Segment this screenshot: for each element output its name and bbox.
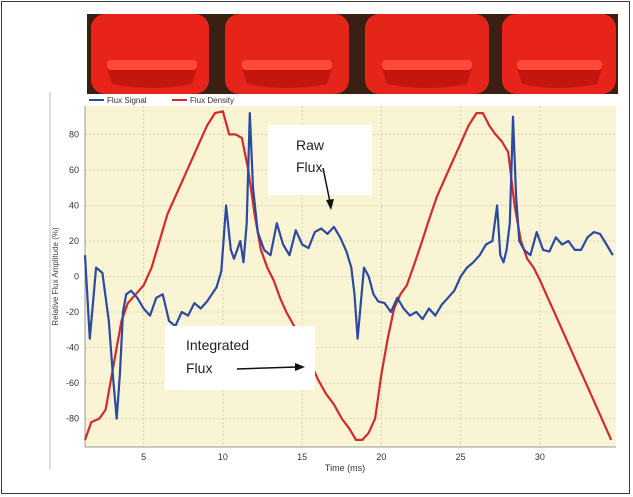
annotation-raw-line2: Flux [296,159,322,175]
y-tick-label: -20 [66,307,79,317]
series-line-flux-signal [83,111,614,420]
x-tick-label: 30 [535,452,545,462]
annotation-raw-line1: Raw [296,137,325,153]
x-axis-label: Time (ms) [325,463,365,473]
y-tick-label: 40 [69,200,79,210]
axes: 80 60 40 20 0 -20 -40 -60 -80 5 10 15 20 25 30 [49,92,616,470]
y-tick-label: -60 [66,378,79,388]
legend-label-flux-signal: Flux Signal [107,96,147,105]
y-axis-label: Relative Flux Amplitude (%) [51,227,60,326]
series-layer [83,110,614,441]
annotation-raw-flux: Raw Flux [268,125,372,210]
x-tick-label: 15 [297,452,307,462]
x-tick-label: 10 [218,452,228,462]
legend-label-flux-density: Flux Density [190,96,234,105]
y-tick-label: 0 [74,272,79,282]
annotation-integrated-line2: Flux [186,360,212,376]
x-tick-label: 5 [141,452,146,462]
y-tick-label: 80 [69,129,79,139]
y-tick-label: -40 [66,343,79,353]
annotation-integrated-arrow [236,366,298,370]
x-tick-label: 20 [376,452,386,462]
y-tick-label: 20 [69,236,79,246]
annotation-raw-box [268,125,372,195]
annotation-raw-arrowhead [326,199,334,210]
annotation-integrated-box [165,326,315,390]
annotation-integrated-arrowhead [295,363,305,371]
coil-photo-image [87,14,618,94]
coil-photo [87,14,618,94]
legend: Flux Signal Flux Density [89,96,234,105]
annotation-integrated-line1: Integrated [186,337,249,353]
y-tick-label: -80 [66,414,79,424]
x-tick-label: 25 [456,452,466,462]
y-tick-label: 60 [69,165,79,175]
annotation-integrated-flux: Integrated Flux [165,326,315,390]
